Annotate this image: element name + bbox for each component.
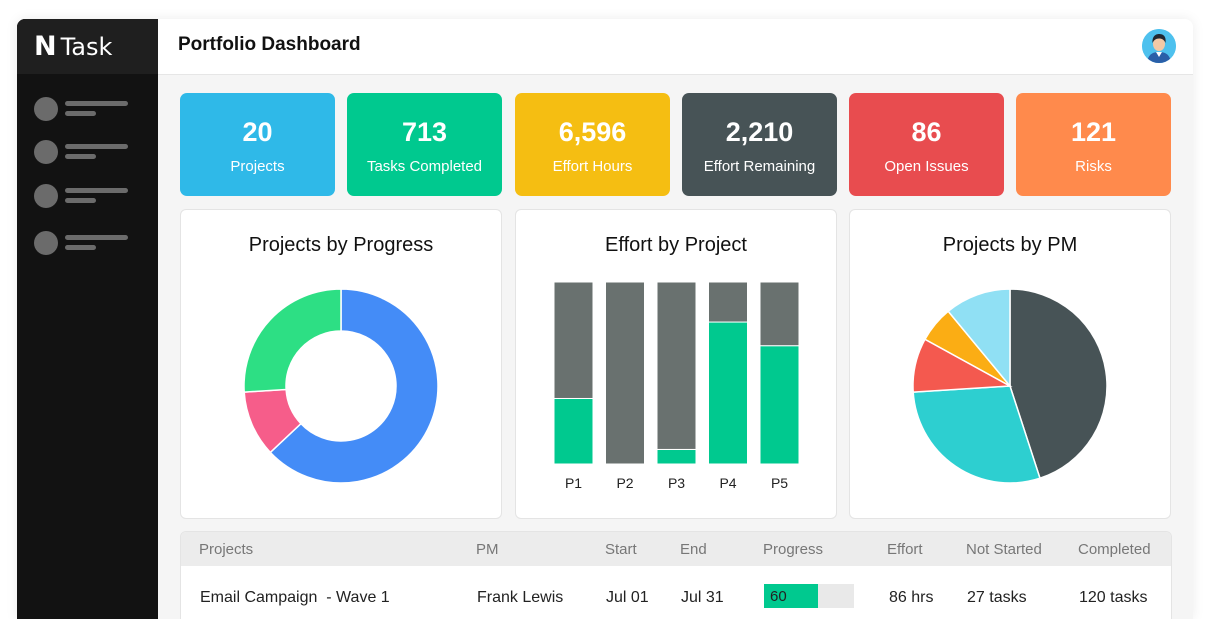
table-header: Projects PM Start End Progress Effort No… [181,532,1171,566]
kpi-value: 20 [242,117,273,147]
column-header-effort[interactable]: Effort [887,541,923,558]
progress-value: 60 [770,588,787,605]
bar-p3-segment-1[interactable] [656,448,697,465]
cell-effort: 86 hrs [889,589,934,606]
column-header-projects[interactable]: Projects [199,541,254,558]
pie-slice-1[interactable] [269,288,439,484]
page-title: Portfolio Dashboard [178,34,361,55]
menu-item-icon [34,231,58,255]
bar-p1-segment-1[interactable] [553,397,594,465]
cell-completed: 120 tasks [1079,589,1148,606]
x-tick-label: P3 [668,475,685,491]
x-tick-label: P4 [719,475,736,491]
chart-title: Projects by Progress [248,234,434,256]
card-effort-by-project: Effort by Project P1 P2 P3 P4 P5 [515,209,837,519]
column-header-progress[interactable]: Progress [763,541,824,558]
kpi-risks[interactable]: 121 Risks [1016,93,1171,196]
bar-p5-segment-2[interactable] [759,281,800,347]
user-avatar-icon[interactable] [1142,29,1176,63]
stacked-bar-chart: P1 P2 P3 P4 P5 [553,281,800,491]
sidebar-item-2[interactable] [34,140,149,164]
menu-item-icon [34,184,58,208]
bar-p3-segment-2[interactable] [656,281,697,450]
column-header-not-started[interactable]: Not Started [966,541,1042,558]
sidebar: N Task [17,19,158,619]
cell-not-started: 27 tasks [967,589,1027,606]
app-logo-icon: N [34,31,57,62]
bar-p4-segment-1[interactable] [708,321,748,465]
column-header-completed[interactable]: Completed [1078,541,1151,558]
cell-start: Jul 01 [606,589,649,606]
kpi-label: Open Issues [884,158,969,175]
menu-item-icon [34,140,58,164]
cell-pm: Frank Lewis [477,589,564,606]
kpi-value: 713 [401,117,448,147]
sidebar-item-3[interactable] [34,184,149,208]
x-tick-label: P2 [616,475,633,491]
cell-project: Email Campaign - Wave 1 [200,589,390,606]
kpi-projects[interactable]: 20 Projects [180,93,335,196]
pie-slice-3[interactable] [243,288,342,393]
kpi-value: 6,596 [558,117,627,147]
pie-slice-5[interactable] [947,288,1011,389]
kpi-value: 121 [1070,117,1117,147]
kpi-value: 2,210 [725,117,794,147]
kpi-effort-hours[interactable]: 6,596 Effort Hours [515,93,670,196]
sidebar-item-4[interactable] [34,231,149,255]
projects-table: Projects PM Start End Progress Effort No… [180,531,1172,619]
card-projects-by-pm: Projects by PM [849,209,1171,519]
x-tick-label: P5 [771,475,788,491]
chart-title: Projects by PM [942,234,1078,256]
bar-p5-segment-1[interactable] [759,345,800,465]
kpi-label: Risks [1075,158,1112,175]
kpi-open-issues[interactable]: 86 Open Issues [849,93,1004,196]
pie-chart [912,288,1108,484]
app-window: N Task Portfolio Dashboard 20 Projects 7… [17,19,1193,619]
kpi-label: Effort Hours [552,158,633,175]
app-name: Task [60,32,113,61]
kpi-label: Projects [230,158,285,175]
kpi-tasks-completed[interactable]: 713 Tasks Completed [347,93,502,196]
kpi-label: Tasks Completed [366,158,483,175]
pie-slice-2[interactable] [912,385,1041,484]
bar-p4-segment-2[interactable] [708,281,748,323]
bar-p1-segment-2[interactable] [553,281,594,399]
column-header-start[interactable]: Start [605,541,637,558]
cell-end: Jul 31 [681,589,724,606]
kpi-value: 86 [911,117,942,147]
kpi-effort-remaining[interactable]: 2,210 Effort Remaining [682,93,837,196]
card-projects-by-progress: Projects by Progress [180,209,502,519]
bar-p2-segment-2[interactable] [605,281,645,465]
donut-chart [243,288,439,484]
column-header-end[interactable]: End [680,541,707,558]
progress-bar: 60 [764,584,854,608]
pie-slice-1[interactable] [1009,288,1108,480]
menu-item-icon [34,97,58,121]
sidebar-item-1[interactable] [34,97,149,121]
top-header: Portfolio Dashboard [158,19,1193,75]
x-tick-label: P1 [565,475,582,491]
kpi-label: Effort Remaining [703,158,816,175]
chart-title: Effort by Project [605,234,747,256]
brand[interactable]: N Task [17,19,158,74]
column-header-pm[interactable]: PM [476,541,499,558]
